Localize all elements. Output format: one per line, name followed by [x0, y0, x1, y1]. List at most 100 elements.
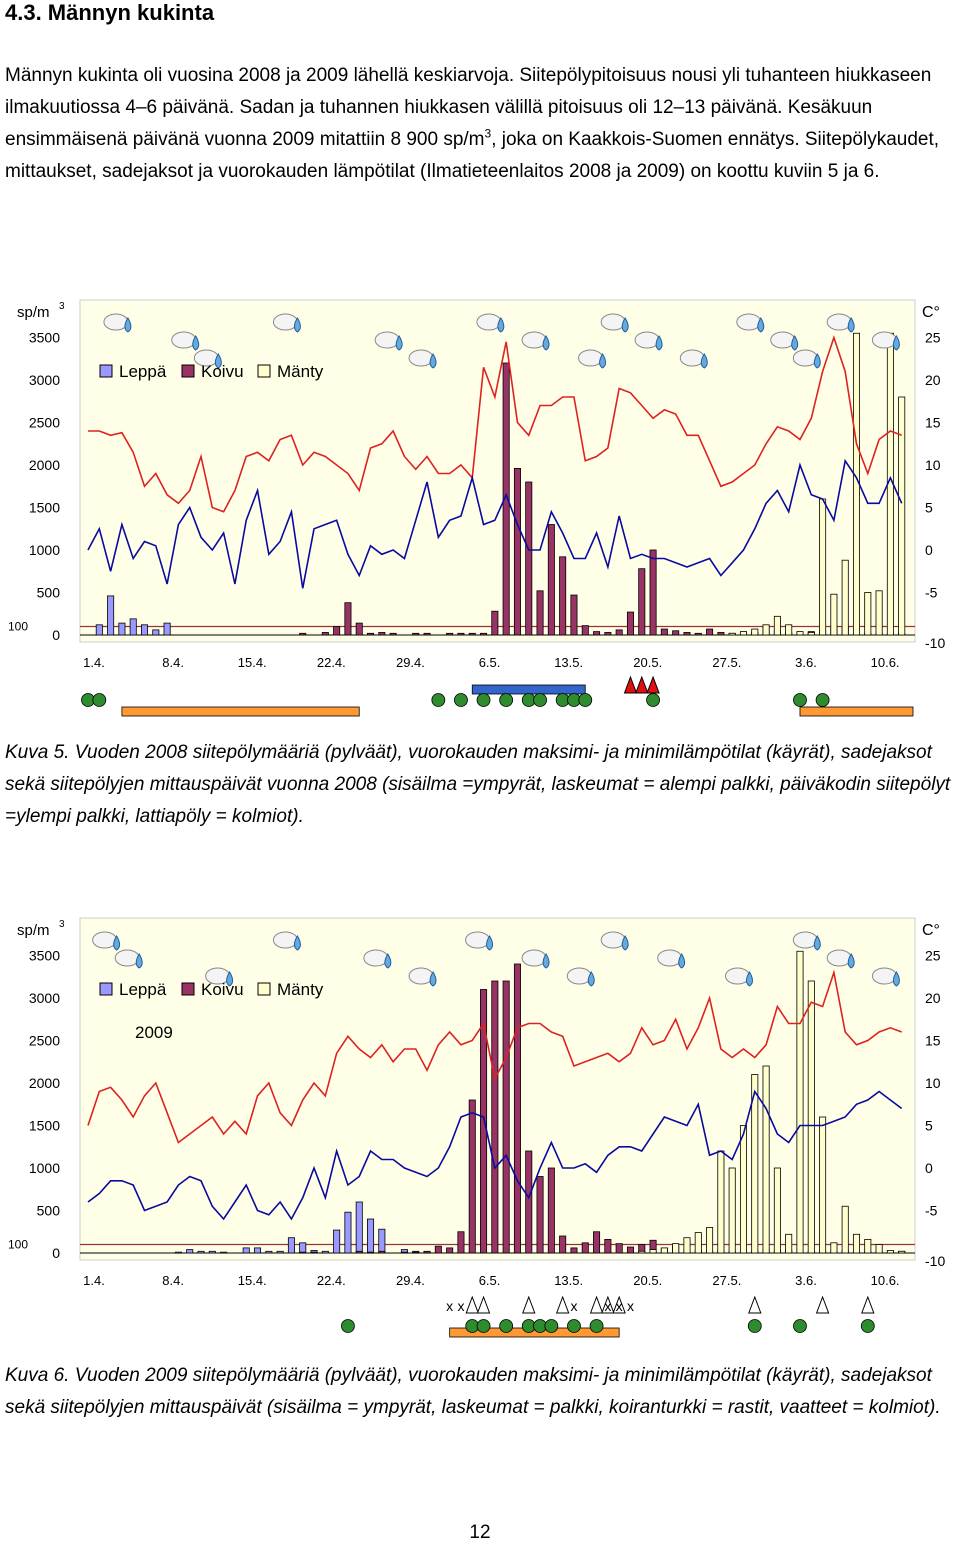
c2009-cloud-icon: [92, 931, 118, 949]
c2009-rain-icon: [600, 931, 629, 951]
c2009-bar-koivu: [547, 1167, 555, 1254]
c2009-bar-manty: [864, 1238, 872, 1254]
c2009-drop-icon: [587, 971, 595, 987]
c2009-bar-koivu: [400, 1251, 408, 1254]
c2009-bar-manty: [875, 1244, 883, 1254]
c2008-bar-koivu: [604, 632, 612, 636]
c2008-drop-icon: [892, 335, 900, 351]
c2009-bar-koivu: [559, 1235, 567, 1254]
c2009-bar-manty: [886, 1250, 894, 1254]
caption-figure-6: Kuva 6. Vuoden 2009 siitepölymääriä (pyl…: [5, 1365, 941, 1418]
c2009-bar-koivu: [480, 989, 488, 1254]
c2009-bar-manty: [807, 980, 815, 1254]
c2008-bar-leppa: [140, 624, 149, 636]
c2008-rain-icon: [272, 313, 301, 333]
c2008-triangle-marker: [623, 675, 638, 694]
c2009-cloud-icon: [566, 967, 592, 985]
c2009-bar-koivu: [412, 1251, 420, 1254]
c2009-circle-marker: [476, 1319, 491, 1333]
c2008-drop-icon: [655, 335, 663, 351]
c2009-cloud-icon: [826, 949, 852, 967]
c2009-bar-koivu: [626, 1246, 634, 1254]
c2009-right-unit: C°: [922, 922, 940, 939]
c2008-cloud-icon: [476, 313, 502, 331]
c2008-bar-koivu: [389, 632, 397, 636]
c2008-bar-leppa: [129, 618, 137, 636]
c2008-bar-manty: [807, 632, 815, 636]
c2008-bar-koivu: [570, 594, 578, 636]
figure-5-chart: sp/m 3 C° 3500 3000 2500 2000 1500 1000 500 0 100 25…: [0, 290, 960, 735]
c2008-left-tick-label: 1500: [29, 500, 60, 516]
c2008-drop-icon: [542, 335, 550, 351]
c2008-rain-icon: [600, 313, 629, 333]
c2008-bar-koivu: [502, 362, 510, 636]
c2008-bar-manty: [864, 592, 872, 636]
c2008-bar-koivu: [412, 632, 420, 636]
c2009-bar-manty: [717, 1150, 725, 1254]
c2008-rain-icon: [736, 313, 765, 333]
c2008-bar-marker-top: [471, 684, 586, 695]
c2009-cloud-icon: [408, 967, 434, 985]
c2008-drop-icon: [757, 317, 765, 333]
c2008-legend-swatch-leppa: [99, 364, 113, 378]
c2008-left-unit: sp/m: [17, 304, 50, 321]
c2008-cloud-icon: [578, 349, 604, 367]
c2009-drop-icon: [135, 953, 143, 969]
c2008-bar-koivu: [706, 628, 714, 636]
c2009-drop-icon: [892, 971, 900, 987]
c2009-bar-koivu: [423, 1250, 431, 1254]
c2008-bar-koivu: [378, 632, 386, 636]
c2008-drop-icon: [791, 335, 799, 351]
c2009-x-tick-label: 1.4.: [83, 1273, 105, 1288]
c2009-bar-leppa: [265, 1250, 273, 1254]
c2008-x-tick-label: 6.5.: [479, 655, 501, 670]
c2009-x-tick-label: 27.5.: [712, 1273, 741, 1288]
c2009-bar-manty: [706, 1227, 714, 1254]
c2009-bar-koivu: [593, 1231, 601, 1254]
c2009-x-tick-label: 3.6.: [795, 1273, 817, 1288]
c2008-left-tick-label: 1000: [29, 542, 60, 558]
c2008-bar-koivu: [321, 632, 329, 636]
c2009-bar-koivu: [355, 1250, 363, 1254]
c2008-bar-koivu: [344, 602, 352, 636]
c2008-bar-koivu: [593, 631, 601, 636]
c2008-x-tick-label: 1.4.: [83, 655, 105, 670]
c2008-circle-marker: [476, 693, 491, 707]
c2008-rain-icon: [826, 313, 855, 333]
c2008-cloud-icon: [871, 331, 897, 349]
c2008-x-tick-label: 29.4.: [396, 655, 425, 670]
c2009-rain-icon: [792, 931, 821, 951]
c2009-bar-leppa: [276, 1250, 284, 1254]
c2009-bar-leppa: [299, 1242, 307, 1254]
c2008-cloud-icon: [272, 313, 298, 331]
c2009-drop-icon: [745, 971, 753, 987]
c2008-bar-koivu: [446, 632, 454, 636]
c2008-bar-koivu: [717, 632, 725, 636]
c2009-cloud-icon: [792, 931, 818, 949]
c2008-cloud-icon: [792, 349, 818, 367]
c2009-rain-icon: [521, 949, 550, 969]
c2009-bar-leppa: [321, 1250, 329, 1254]
c2008-triangle-marker: [646, 675, 660, 694]
c2008-cloud-icon: [600, 313, 626, 331]
c2009-bar-leppa: [355, 1201, 363, 1254]
c2008-x-tick-label: 15.4.: [238, 655, 267, 670]
c2009-tmax-line: [87, 969, 902, 1144]
c2009-circle-marker: [567, 1319, 581, 1333]
c2009-cloud-icon: [114, 949, 140, 967]
c2009-bar-leppa: [367, 1218, 375, 1254]
c2008-cloud-icon: [826, 313, 852, 331]
c2009-cloud-icon: [871, 967, 897, 985]
c2008-circle-marker: [533, 693, 547, 707]
c2009-cloud-icon: [657, 949, 683, 967]
c2009-cross-marker: x: [616, 1298, 623, 1314]
c2009-left-tick-label: 2000: [29, 1075, 60, 1091]
c2009-left-tick-label: 1000: [29, 1160, 60, 1176]
c2009-bar-leppa: [197, 1250, 205, 1254]
c2008-legend-label-leppa: Leppä: [119, 362, 167, 381]
c2009-left-tick-label: 2500: [29, 1033, 60, 1049]
c2008-bar-koivu: [423, 632, 431, 636]
c2009-bar-manty: [762, 1065, 770, 1254]
c2009-left-tick-label: 3500: [29, 948, 60, 964]
c2009-year-label: 2009: [135, 1023, 173, 1042]
